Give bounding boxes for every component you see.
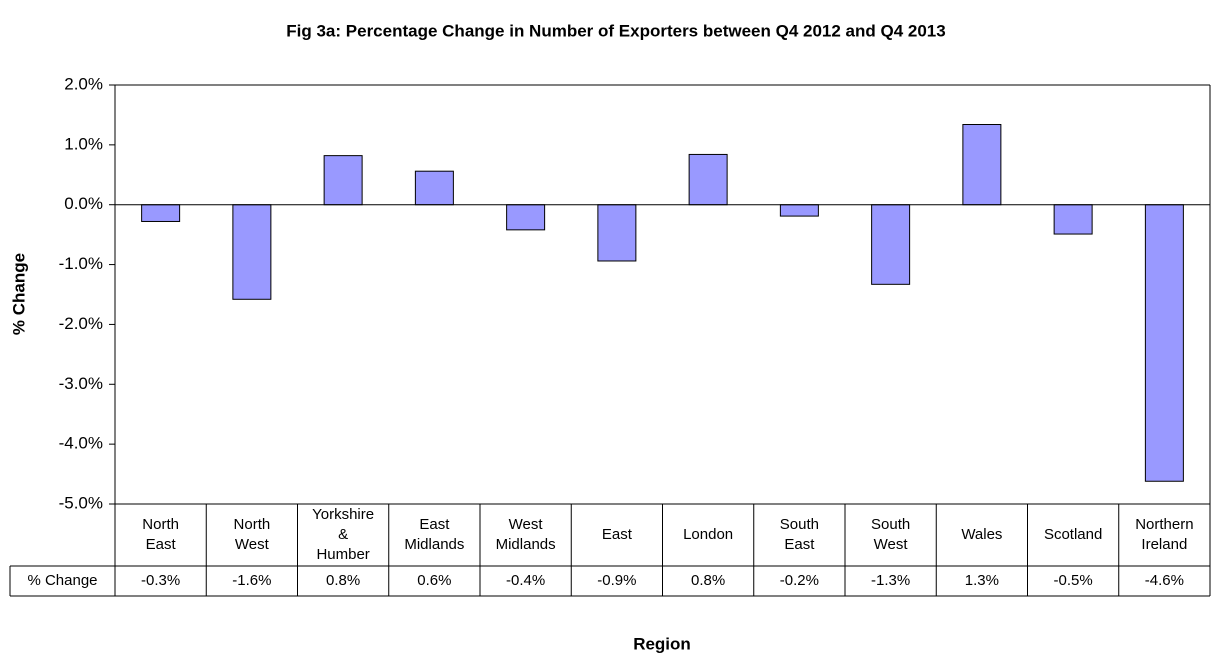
x-tick-label: North East [142, 516, 179, 553]
table-value: -1.3% [871, 572, 911, 589]
x-tick-label: London [683, 526, 734, 543]
y-tick-label: -2.0% [59, 314, 103, 333]
table-value: -0.9% [597, 572, 637, 589]
chart-title: Fig 3a: Percentage Change in Number of E… [286, 21, 945, 40]
bar [506, 204, 546, 231]
bar [1053, 204, 1093, 235]
table-row-label: % Change [27, 572, 98, 589]
y-axis-title: % Change [9, 253, 28, 335]
bar [232, 204, 272, 300]
bar [141, 204, 181, 222]
table-value: -0.5% [1053, 572, 1093, 589]
table-value: -4.6% [1144, 572, 1184, 589]
x-tick-label: South East [779, 516, 819, 553]
x-tick-label: Scotland [1043, 526, 1103, 543]
x-tick-label: South West [871, 516, 911, 553]
table-value: -0.2% [779, 572, 819, 589]
x-tick-label: East [601, 526, 632, 543]
y-tick-label: 1.0% [64, 134, 103, 153]
bar [323, 155, 363, 206]
table-value: -1.6% [232, 572, 272, 589]
x-tick-label: North West [233, 516, 271, 553]
table-value: 0.8% [691, 572, 726, 589]
x-tick-label: West Midlands [495, 516, 556, 553]
table-value: -0.4% [506, 572, 546, 589]
bar [871, 204, 911, 285]
bar [414, 170, 454, 206]
bar [962, 124, 1002, 206]
x-tick-label: Wales [961, 526, 1003, 543]
y-tick-label: -3.0% [59, 374, 103, 393]
table-value: -0.3% [141, 572, 181, 589]
y-tick-label: 0.0% [64, 194, 103, 213]
bar [1144, 204, 1184, 482]
x-tick-label: Northern Ireland [1135, 516, 1194, 553]
y-tick-label: 2.0% [64, 74, 103, 93]
y-tick-label: -5.0% [59, 493, 103, 512]
x-tick-label: Yorkshire & Humber [312, 506, 375, 563]
table-value: 0.8% [326, 572, 361, 589]
y-tick-label: -1.0% [59, 254, 103, 273]
y-tick-label: -4.0% [59, 434, 103, 453]
table-value: 0.6% [417, 572, 452, 589]
x-tick-label: East Midlands [404, 516, 465, 553]
table-value: 1.3% [964, 572, 999, 589]
x-axis-title: Region [633, 634, 691, 653]
bar [779, 204, 819, 217]
bar [688, 153, 728, 206]
bar [597, 204, 637, 262]
